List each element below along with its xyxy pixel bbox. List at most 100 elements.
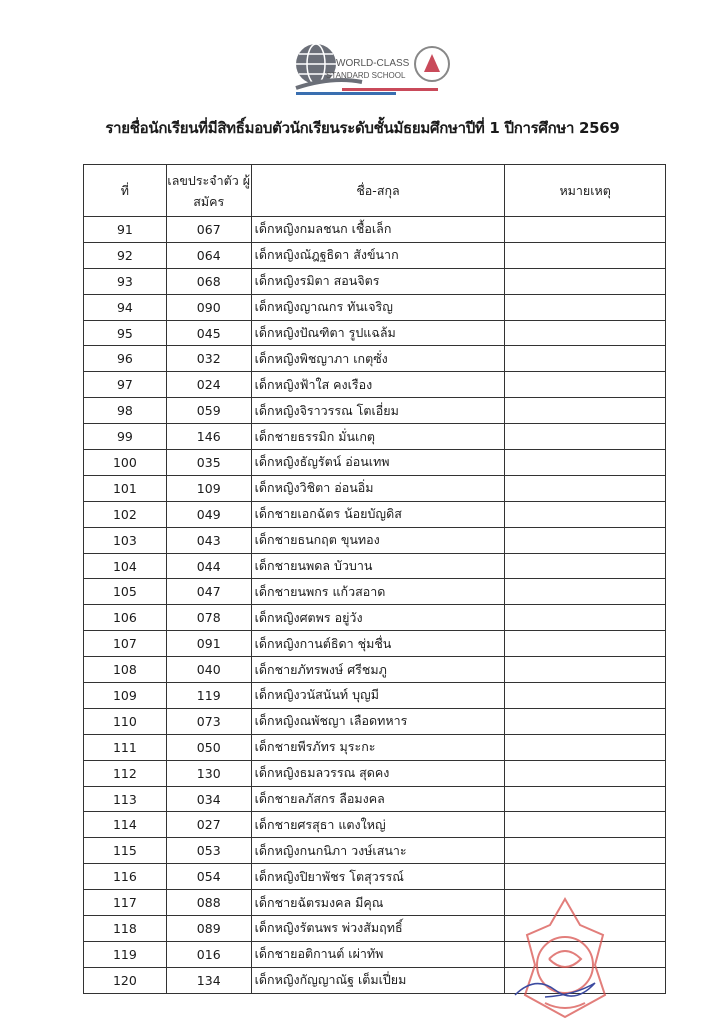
applicant-id: 130 xyxy=(165,759,252,787)
applicant-id: 090 xyxy=(165,293,252,321)
row-number: 114 xyxy=(83,811,167,839)
student-name: เด็กหญิงรัตนพร พ่วงสัมฤทธิ์ xyxy=(250,915,506,942)
applicant-id: 034 xyxy=(165,785,252,813)
row-number: 115 xyxy=(83,837,167,865)
applicant-id: 064 xyxy=(165,241,252,269)
student-name: เด็กหญิงปัณฑิตา รูปแฉล้ม xyxy=(250,319,506,347)
table-row: 105 047 เด็กชายนพกร แก้วสอาด xyxy=(83,578,666,606)
applicant-id: 016 xyxy=(165,940,252,968)
row-number: 111 xyxy=(83,733,167,761)
row-number: 92 xyxy=(83,241,167,269)
student-name: เด็กหญิงรมิตา สอนจิตร xyxy=(250,267,506,295)
page-title: รายชื่อนักเรียนที่มีสิทธิ์มอบตัวนักเรียน… xyxy=(105,119,620,137)
note xyxy=(504,474,666,502)
table-row: 98 059 เด็กหญิงจิราวรรณ โตเอี่ยม xyxy=(83,397,666,425)
student-name: เด็กชายภัทรพงษ์ ศรีชมภู xyxy=(250,656,506,684)
school-seal xyxy=(514,896,607,1019)
table-row: 114 027 เด็กชายศรสุธา แตงใหญ่ xyxy=(83,811,666,839)
student-name: เด็กหญิงกานต์ธิดา ชุ่มชื่น xyxy=(250,630,506,658)
student-name: เด็กชายนพกร แก้วสอาด xyxy=(250,578,506,606)
row-number: 100 xyxy=(83,449,167,476)
table-row: 120 134 เด็กหญิงกัญญาณัฐ เต็มเปี่ยม xyxy=(83,966,666,994)
table-row: 99 146 เด็กชายธรรมิก มั่นเกตุ xyxy=(83,423,666,451)
table-row: 112 130 เด็กหญิงธมลวรรณ สุดคง xyxy=(83,759,666,787)
note xyxy=(504,552,666,580)
column-header-note: หมายเหตุ xyxy=(504,164,666,217)
student-name: เด็กหญิงวนัสนันท์ บุญมี xyxy=(250,682,506,709)
student-name: เด็กหญิงญาณกร ทันเจริญ xyxy=(250,293,506,321)
column-header-applicant-id: เลขประจำตัว ผู้สมัคร xyxy=(165,164,252,217)
school-logo: WORLD-CLASS STANDARD SCHOOL xyxy=(295,43,450,95)
row-number: 105 xyxy=(83,578,167,606)
row-number: 107 xyxy=(83,630,167,658)
applicant-id: 035 xyxy=(165,449,252,476)
applicant-id: 109 xyxy=(165,474,252,502)
table-row: 95 045 เด็กหญิงปัณฑิตา รูปแฉล้ม xyxy=(83,319,666,347)
row-number: 101 xyxy=(83,474,167,502)
note xyxy=(504,630,666,658)
student-name: เด็กหญิงปิยาพัชร โตสุวรรณ์ xyxy=(250,863,506,891)
applicant-id: 146 xyxy=(165,423,252,451)
student-name: เด็กชายศรสุธา แตงใหญ่ xyxy=(250,811,506,839)
table-row: 109 119 เด็กหญิงวนัสนันท์ บุญมี xyxy=(83,682,666,709)
applicant-id: 068 xyxy=(165,267,252,295)
logo-text-2: STANDARD SCHOOL xyxy=(326,71,406,80)
student-name: เด็กหญิงวิชิตา อ่อนอิ่ม xyxy=(250,474,506,502)
applicant-id: 040 xyxy=(165,656,252,684)
row-number: 118 xyxy=(83,915,167,942)
table-row: 94 090 เด็กหญิงญาณกร ทันเจริญ xyxy=(83,293,666,321)
student-name: เด็กหญิงกมลชนก เชื้อเล็ก xyxy=(250,216,506,243)
note xyxy=(504,811,666,839)
applicant-id: 050 xyxy=(165,733,252,761)
signature xyxy=(514,982,596,998)
applicant-id: 043 xyxy=(165,526,252,554)
student-name: เด็กชายธนกฤต ขุนทอง xyxy=(250,526,506,554)
student-name: เด็กชายฉัตรมงคล มีคุณ xyxy=(250,889,506,917)
student-name: เด็กหญิงณพัชญา เลือดทหาร xyxy=(250,707,506,735)
note xyxy=(504,682,666,709)
table-row: 97 024 เด็กหญิงฟ้าใส คงเรือง xyxy=(83,371,666,399)
table-row: 93 068 เด็กหญิงรมิตา สอนจิตร xyxy=(83,267,666,295)
row-number: 116 xyxy=(83,863,167,891)
row-number: 103 xyxy=(83,526,167,554)
applicant-id: 078 xyxy=(165,604,252,632)
student-name: เด็กหญิงฟ้าใส คงเรือง xyxy=(250,371,506,399)
table-row: 101 109 เด็กหญิงวิชิตา อ่อนอิ่ม xyxy=(83,474,666,502)
note xyxy=(504,785,666,813)
column-header-name: ชื่อ-สกุล xyxy=(250,164,506,217)
row-number: 93 xyxy=(83,267,167,295)
row-number: 120 xyxy=(83,966,167,994)
applicant-id: 045 xyxy=(165,319,252,347)
note xyxy=(504,915,666,942)
row-number: 109 xyxy=(83,682,167,709)
note xyxy=(504,759,666,787)
applicant-id: 024 xyxy=(165,371,252,399)
student-name: เด็กหญิงธัญรัตน์ อ่อนเทพ xyxy=(250,449,506,476)
student-name: เด็กหญิงธมลวรรณ สุดคง xyxy=(250,759,506,787)
applicant-id: 032 xyxy=(165,345,252,373)
applicant-id: 089 xyxy=(165,915,252,942)
note xyxy=(504,707,666,735)
table-row: 107 091 เด็กหญิงกานต์ธิดา ชุ่มชื่น xyxy=(83,630,666,658)
row-number: 98 xyxy=(83,397,167,425)
table-header: ที่ เลขประจำตัว ผู้สมัคร ชื่อ-สกุล หมายเ… xyxy=(83,164,666,217)
table-row: 117 088 เด็กชายฉัตรมงคล มีคุณ xyxy=(83,889,666,917)
applicant-id: 119 xyxy=(165,682,252,709)
student-name: เด็กชายลภัสกร ลือมงคล xyxy=(250,785,506,813)
note xyxy=(504,241,666,269)
applicant-id: 091 xyxy=(165,630,252,658)
table-row: 110 073 เด็กหญิงณพัชญา เลือดทหาร xyxy=(83,707,666,735)
row-number: 97 xyxy=(83,371,167,399)
note xyxy=(504,397,666,425)
applicant-id: 044 xyxy=(165,552,252,580)
row-number: 119 xyxy=(83,940,167,968)
column-header-no: ที่ xyxy=(83,164,167,217)
note xyxy=(504,371,666,399)
row-number: 112 xyxy=(83,759,167,787)
note xyxy=(504,966,666,994)
applicant-id: 067 xyxy=(165,216,252,243)
applicant-id: 134 xyxy=(165,966,252,994)
table-row: 96 032 เด็กหญิงพิชญาภา เกตุซั่ง xyxy=(83,345,666,373)
row-number: 94 xyxy=(83,293,167,321)
table-row: 100 035 เด็กหญิงธัญรัตน์ อ่อนเทพ xyxy=(83,449,666,476)
